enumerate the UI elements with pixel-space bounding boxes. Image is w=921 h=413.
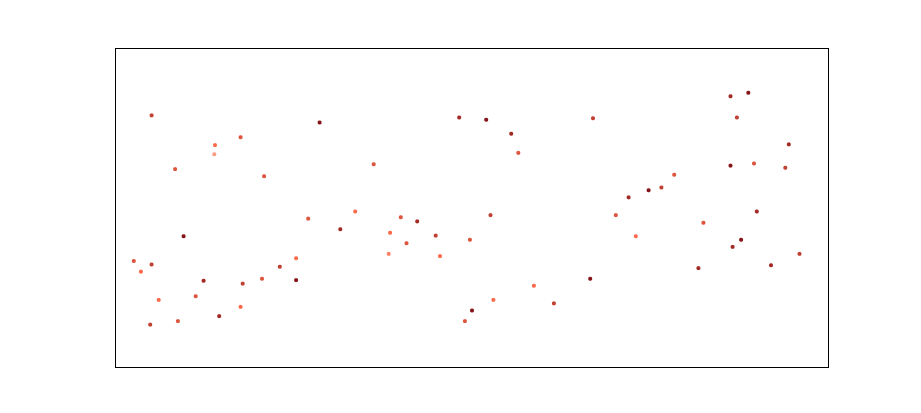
scatter-point: [462, 319, 467, 324]
scatter-point: [240, 281, 245, 286]
scatter-point: [212, 152, 217, 157]
plot-area: [115, 48, 829, 368]
scatter-point: [201, 278, 206, 283]
scatter-point: [181, 234, 186, 239]
scatter-point: [728, 94, 733, 99]
scatter-point: [659, 185, 664, 190]
scatter-point: [260, 276, 264, 281]
scatter-point: [467, 237, 472, 242]
axes-frame: [115, 48, 829, 368]
scatter-point: [138, 269, 143, 274]
scatter-point: [754, 209, 759, 214]
scatter-point: [470, 308, 474, 313]
scatter-point: [786, 142, 791, 147]
scatter-point: [277, 264, 282, 269]
scatter-point: [238, 304, 243, 309]
scatter-point: [193, 294, 198, 299]
scatter-point: [701, 220, 706, 225]
scatter-point: [415, 219, 420, 224]
scatter-point: [317, 120, 322, 125]
scatter-point: [294, 256, 299, 261]
scatter-point: [457, 115, 462, 120]
scatter-point: [730, 244, 735, 249]
scatter-point: [746, 90, 751, 95]
scatter-point: [433, 233, 438, 238]
scatter-point: [173, 167, 178, 172]
scatter-point: [769, 263, 773, 268]
scatter-point: [633, 234, 638, 239]
scatter-point: [797, 251, 802, 256]
scatter-point: [613, 213, 618, 218]
scatter-point: [149, 262, 154, 267]
scatter-point: [238, 135, 243, 140]
scatter-point: [262, 174, 267, 179]
scatter-point: [646, 188, 651, 193]
scatter-point: [388, 230, 393, 235]
scatter-point: [148, 322, 153, 327]
scatter-point: [516, 150, 521, 155]
scatter-point: [175, 319, 180, 324]
scatter-point: [156, 297, 161, 302]
scatter-point: [371, 162, 376, 167]
scatter-point: [404, 241, 409, 246]
scatter-point: [588, 276, 593, 281]
scatter-point: [491, 297, 496, 302]
scatter-point: [217, 314, 222, 319]
scatter-point: [783, 165, 788, 170]
scatter-point: [398, 215, 403, 220]
scatter-point: [488, 213, 493, 218]
scatter-point: [591, 116, 595, 121]
scatter-point: [739, 237, 744, 242]
scatter-points: [131, 90, 802, 327]
scatter-point: [752, 161, 756, 166]
scatter-point: [131, 259, 136, 263]
scatter-point: [509, 131, 514, 136]
scatter-point: [338, 227, 343, 232]
scatter-point: [149, 113, 154, 118]
scatter-point: [438, 254, 442, 259]
scatter-point: [626, 195, 631, 200]
scatter-point: [696, 266, 701, 271]
scatter-point: [734, 115, 739, 120]
scatter-point: [294, 278, 299, 283]
scatter-point: [728, 163, 733, 168]
scatter-point: [672, 172, 677, 177]
scatter-point: [353, 209, 358, 214]
scatter-point: [306, 216, 311, 221]
scatter-point: [551, 301, 556, 306]
scatter-point: [213, 143, 217, 148]
scatter-point: [531, 283, 536, 288]
scatter-point: [386, 251, 391, 256]
scatter-point: [484, 117, 489, 122]
